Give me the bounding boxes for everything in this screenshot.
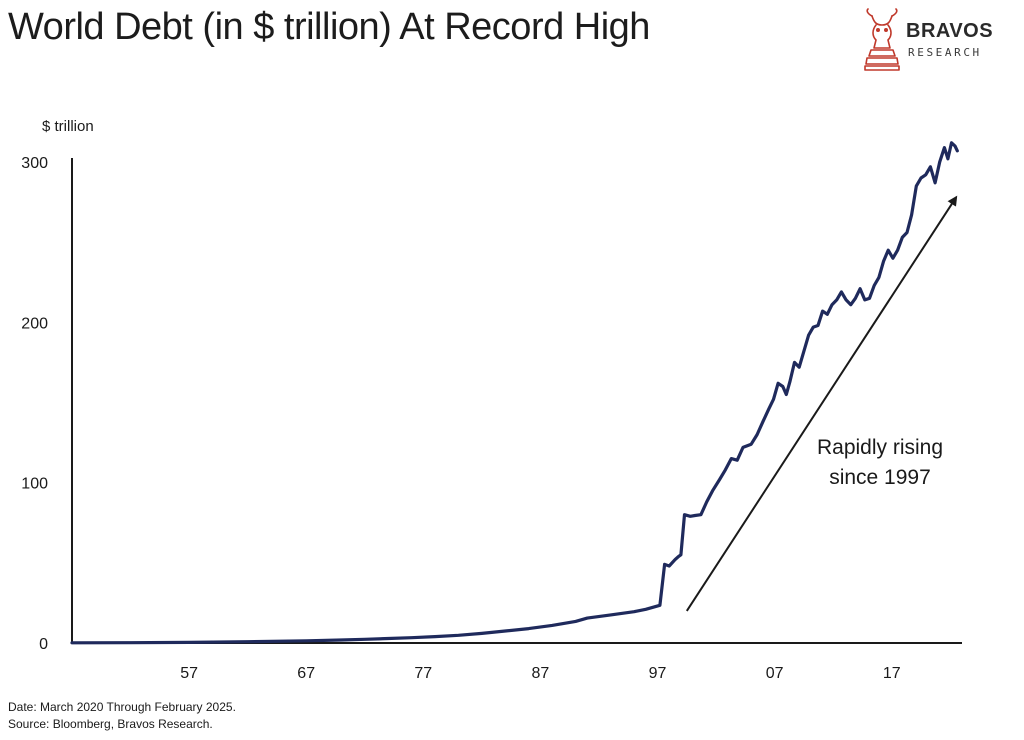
source-note: Source: Bloomberg, Bravos Research. [8, 717, 213, 731]
x-tick-label: 17 [883, 665, 901, 682]
annotation-line-2: since 1997 [829, 466, 931, 489]
date-note: Date: March 2020 Through February 2025. [8, 700, 236, 714]
brand-logo: BRAVOS RESEARCH [862, 8, 1012, 72]
y-tick-label: 200 [21, 315, 48, 332]
chart-title: World Debt (in $ trillion) At Record Hig… [8, 6, 650, 48]
annotation-line-1: Rapidly rising [817, 436, 943, 459]
series-line-world-debt [70, 141, 959, 645]
brand-name: BRAVOS [906, 20, 994, 42]
y-tick-label: 100 [21, 476, 48, 493]
brand-subtitle: RESEARCH [908, 46, 982, 59]
y-tick-label: 0 [39, 636, 48, 653]
x-tick-label: 97 [649, 665, 667, 682]
x-tick-label: 67 [297, 665, 315, 682]
bull-knight-chess-icon [864, 8, 900, 71]
y-axis-label: $ trillion [42, 118, 94, 135]
x-tick-label: 87 [532, 665, 550, 682]
x-tick-label: 07 [766, 665, 784, 682]
trend-arrow [685, 195, 958, 612]
x-tick-label: 77 [414, 665, 432, 682]
x-tick-label: 57 [180, 665, 198, 682]
y-tick-label: 300 [21, 155, 48, 172]
